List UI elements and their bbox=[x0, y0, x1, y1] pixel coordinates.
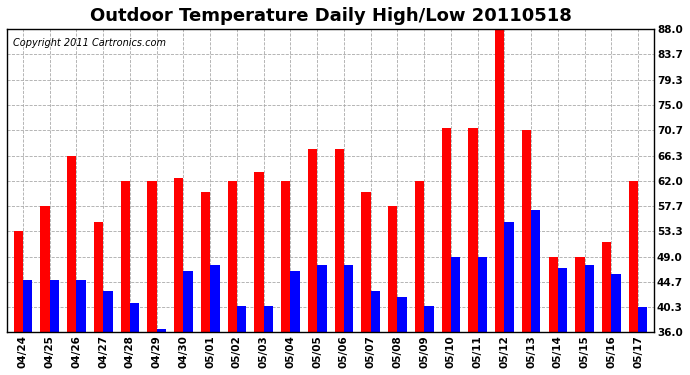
Bar bbox=[415, 181, 424, 332]
Bar bbox=[228, 181, 237, 332]
Bar bbox=[397, 297, 407, 332]
Text: Copyright 2011 Cartronics.com: Copyright 2011 Cartronics.com bbox=[13, 38, 166, 48]
Bar bbox=[264, 306, 273, 332]
Bar bbox=[67, 156, 77, 332]
Bar bbox=[362, 192, 371, 332]
Bar bbox=[77, 280, 86, 332]
Bar bbox=[531, 210, 540, 332]
Bar bbox=[424, 306, 433, 332]
Bar bbox=[281, 181, 290, 332]
Bar bbox=[388, 206, 397, 332]
Bar bbox=[157, 329, 166, 332]
Bar bbox=[94, 222, 104, 332]
Title: Outdoor Temperature Daily High/Low 20110518: Outdoor Temperature Daily High/Low 20110… bbox=[90, 7, 571, 25]
Bar bbox=[522, 130, 531, 332]
Bar bbox=[308, 149, 317, 332]
Bar bbox=[558, 268, 567, 332]
Bar bbox=[344, 265, 353, 332]
Bar bbox=[41, 206, 50, 332]
Bar bbox=[184, 271, 193, 332]
Bar bbox=[504, 222, 514, 332]
Bar bbox=[14, 231, 23, 332]
Bar bbox=[50, 280, 59, 332]
Bar bbox=[584, 265, 594, 332]
Bar bbox=[210, 265, 219, 332]
Bar bbox=[255, 172, 264, 332]
Bar bbox=[477, 256, 487, 332]
Bar bbox=[602, 242, 611, 332]
Bar bbox=[442, 128, 451, 332]
Bar bbox=[201, 192, 210, 332]
Bar bbox=[549, 256, 558, 332]
Bar bbox=[237, 306, 246, 332]
Bar bbox=[317, 265, 326, 332]
Bar bbox=[469, 128, 477, 332]
Bar bbox=[629, 181, 638, 332]
Bar bbox=[121, 181, 130, 332]
Bar bbox=[611, 274, 621, 332]
Bar bbox=[290, 271, 299, 332]
Bar bbox=[130, 303, 139, 332]
Bar bbox=[335, 149, 344, 332]
Bar bbox=[451, 256, 460, 332]
Bar bbox=[495, 29, 504, 332]
Bar bbox=[174, 178, 184, 332]
Bar bbox=[23, 280, 32, 332]
Bar bbox=[638, 307, 647, 332]
Bar bbox=[371, 291, 380, 332]
Bar bbox=[148, 181, 157, 332]
Bar bbox=[104, 291, 112, 332]
Bar bbox=[575, 256, 584, 332]
